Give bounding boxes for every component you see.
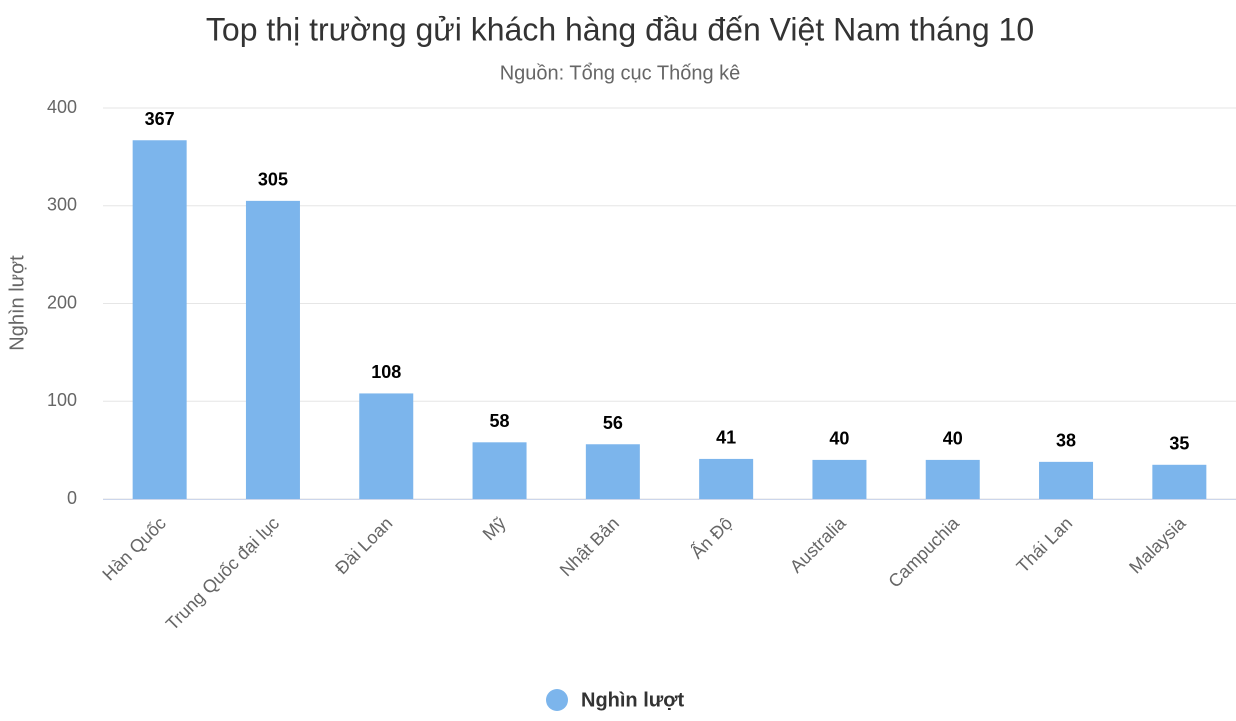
y-tick-label: 200 <box>47 292 77 312</box>
y-tick-label: 400 <box>47 97 77 117</box>
data-label: 38 <box>1056 431 1076 451</box>
data-label: 58 <box>490 411 510 431</box>
x-tick-label: Đài Loan <box>331 513 396 578</box>
data-label: 35 <box>1169 434 1189 454</box>
data-label: 40 <box>829 429 849 449</box>
bar <box>245 200 300 500</box>
legend-marker[interactable] <box>546 689 568 711</box>
x-tick-label: Australia <box>786 512 850 576</box>
bar <box>925 459 980 499</box>
x-tick-label: Campuchia <box>884 512 963 591</box>
bar <box>812 459 867 499</box>
y-axis-title: Nghìn lượt <box>6 255 28 351</box>
y-tick-label: 100 <box>47 390 77 410</box>
bar <box>1152 464 1207 499</box>
bar <box>1039 461 1094 499</box>
x-tick-label: Trung Quốc đại lục <box>162 513 283 634</box>
data-label: 305 <box>258 170 288 190</box>
legend-label[interactable]: Nghìn lượt <box>581 689 684 711</box>
data-label: 56 <box>603 413 623 433</box>
x-tick-label: Malaysia <box>1125 512 1190 577</box>
x-tick-label: Nhật Bản <box>556 513 623 580</box>
y-tick-label: 300 <box>47 195 77 215</box>
x-tick-label: Hàn Quốc <box>98 513 169 584</box>
data-label: 108 <box>371 362 401 382</box>
bar <box>359 393 414 499</box>
x-tick-label: Ấn Độ <box>686 512 736 562</box>
data-label: 41 <box>716 428 736 448</box>
y-tick-label: 0 <box>67 488 77 508</box>
data-label: 40 <box>943 429 963 449</box>
chart-subtitle: Nguồn: Tổng cục Thống kê <box>500 62 741 84</box>
x-tick-label: Thái Lan <box>1013 513 1077 577</box>
x-tick-label: Mỹ <box>479 513 510 544</box>
bar <box>472 442 527 499</box>
data-label: 367 <box>145 109 175 129</box>
bar <box>585 444 640 499</box>
bar <box>699 458 754 499</box>
chart-title: Top thị trường gửi khách hàng đầu đến Vi… <box>206 11 1034 47</box>
bar <box>132 140 187 499</box>
